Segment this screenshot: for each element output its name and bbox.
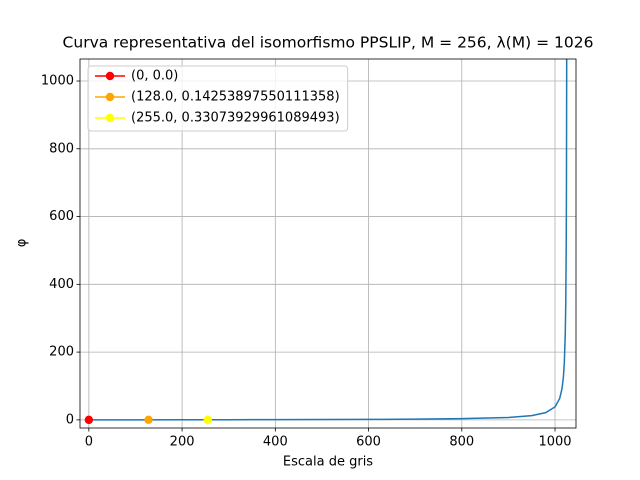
chart-title: Curva representativa del isomorfismo PPS… [63, 34, 594, 52]
x-tick-label: 600 [356, 435, 381, 450]
y-tick-label: 800 [49, 141, 74, 156]
curve [88, 59, 568, 421]
y-tick-label: 0 [66, 412, 74, 427]
y-tick-label: 400 [49, 277, 74, 292]
legend: (0, 0.0) (128.0, 0.14253897550111358) (255… [87, 65, 349, 132]
ticks: 0 200 400 600 800 1000 0 200 400 600 800 1000 [41, 74, 572, 450]
y-tick-label: 600 [49, 209, 74, 224]
legend-marker [105, 92, 115, 102]
legend-label: (128.0, 0.14253897550111358) [131, 90, 340, 105]
legend-label: (0, 0.0) [131, 69, 178, 84]
point [84, 415, 94, 425]
plot-area [84, 59, 568, 425]
x-tick-label: 400 [263, 435, 288, 450]
legend-box [87, 65, 349, 132]
legend-marker [105, 71, 115, 81]
legend-label: (255.0, 0.33073929961089493) [131, 111, 340, 126]
axes-frame [79, 58, 577, 429]
x-tick-label: 0 [85, 435, 93, 450]
y-tick-label: 200 [49, 345, 74, 360]
y-tick-label: 1000 [41, 74, 74, 89]
point [203, 415, 212, 424]
x-tick-label: 200 [170, 435, 195, 450]
point [144, 415, 153, 425]
y-axis-label: φ [15, 239, 30, 248]
x-axis-label: Escala de gris [283, 455, 373, 470]
x-tick-label: 800 [449, 435, 474, 450]
legend-marker [105, 113, 115, 123]
x-tick-label: 1000 [538, 435, 571, 450]
